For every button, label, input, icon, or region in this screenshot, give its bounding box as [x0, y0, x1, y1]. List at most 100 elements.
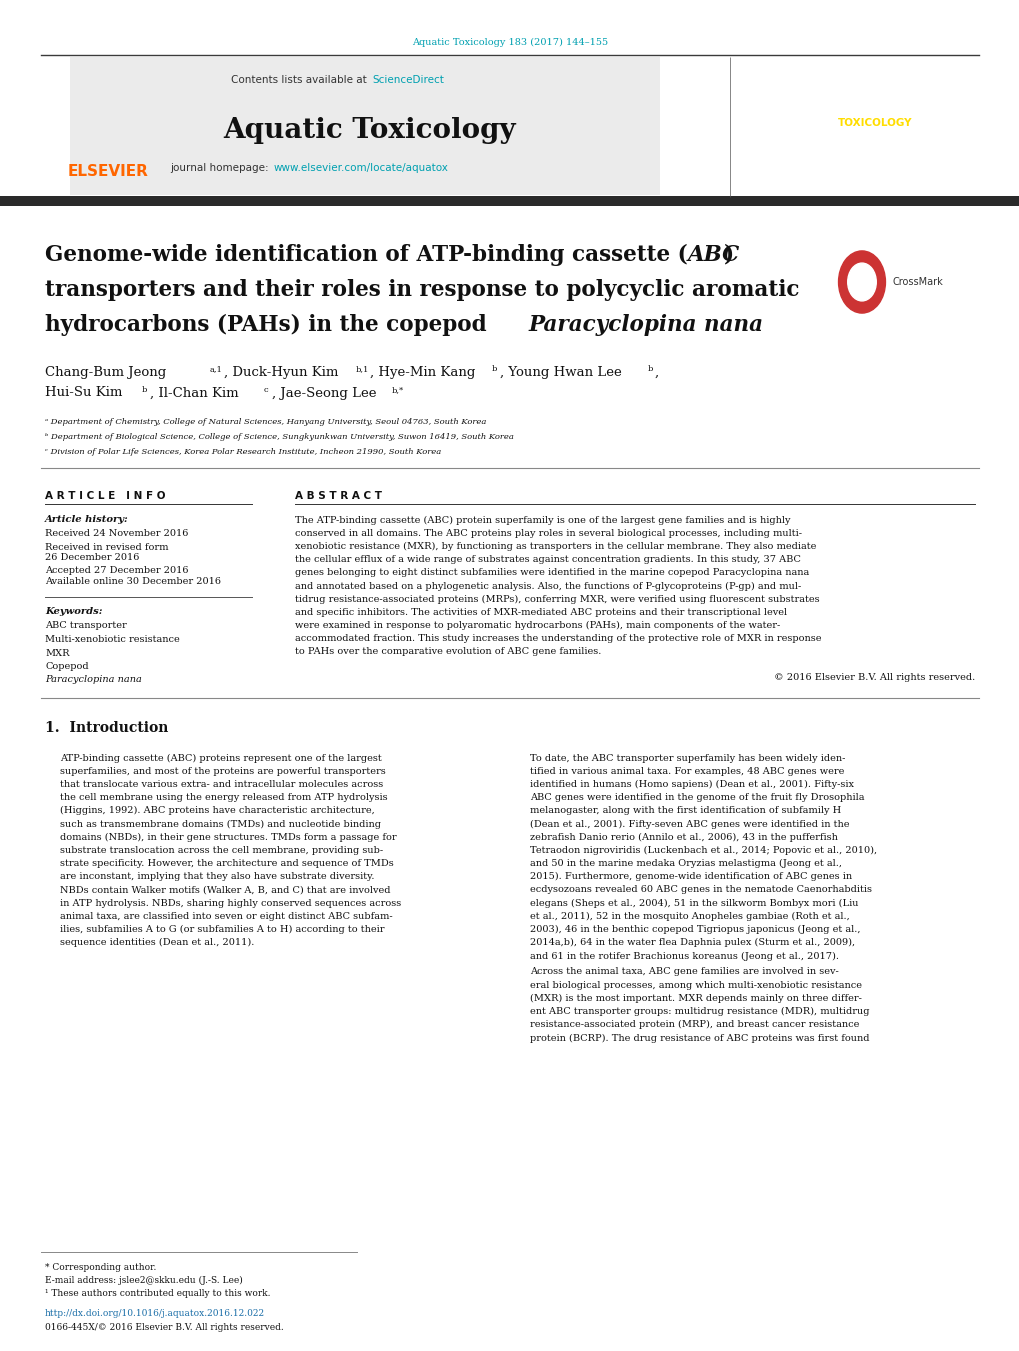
Text: Tetraodon nigroviridis (Luckenbach et al., 2014; Popovic et al., 2010),: Tetraodon nigroviridis (Luckenbach et al… — [530, 846, 876, 855]
Text: Available online 30 December 2016: Available online 30 December 2016 — [45, 577, 221, 586]
Text: a,1: a,1 — [210, 365, 223, 373]
Text: strate specificity. However, the architecture and sequence of TMDs: strate specificity. However, the archite… — [60, 859, 393, 869]
Text: Contents lists available at: Contents lists available at — [230, 76, 370, 85]
Text: Chang-Bum Jeong: Chang-Bum Jeong — [45, 366, 166, 378]
Text: tified in various animal taxa. For examples, 48 ABC genes were: tified in various animal taxa. For examp… — [530, 767, 844, 775]
Text: 2003), 46 in the benthic copepod Tigriopus japonicus (Jeong et al.,: 2003), 46 in the benthic copepod Tigriop… — [530, 925, 860, 934]
Text: , Jae-Seong Lee: , Jae-Seong Lee — [272, 386, 376, 400]
Text: ABC: ABC — [688, 245, 740, 266]
Text: to PAHs over the comparative evolution of ABC gene families.: to PAHs over the comparative evolution o… — [294, 647, 601, 657]
Text: Keywords:: Keywords: — [45, 608, 102, 616]
Text: are inconstant, implying that they also have substrate diversity.: are inconstant, implying that they also … — [60, 873, 374, 881]
Text: et al., 2011), 52 in the mosquito Anopheles gambiae (Roth et al.,: et al., 2011), 52 in the mosquito Anophe… — [530, 912, 849, 921]
Text: melanogaster, along with the first identification of subfamily H: melanogaster, along with the first ident… — [530, 807, 841, 815]
Text: b: b — [647, 365, 653, 373]
Text: eral biological processes, among which multi-xenobiotic resistance: eral biological processes, among which m… — [530, 981, 861, 990]
Text: 26 December 2016: 26 December 2016 — [45, 554, 140, 562]
Text: E-mail address: jslee2@skku.edu (J.-S. Lee): E-mail address: jslee2@skku.edu (J.-S. L… — [45, 1275, 243, 1285]
Text: A B S T R A C T: A B S T R A C T — [294, 490, 382, 501]
Text: Received 24 November 2016: Received 24 November 2016 — [45, 530, 189, 539]
Text: and 61 in the rotifer Brachionus koreanus (Jeong et al., 2017).: and 61 in the rotifer Brachionus koreanu… — [530, 951, 839, 961]
Text: ¹ These authors contributed equally to this work.: ¹ These authors contributed equally to t… — [45, 1289, 270, 1297]
Text: Aquatic Toxicology 183 (2017) 144–155: Aquatic Toxicology 183 (2017) 144–155 — [412, 38, 607, 46]
Text: b,1: b,1 — [356, 365, 369, 373]
Text: ): ) — [723, 245, 734, 266]
Text: Across the animal taxa, ABC gene families are involved in sev-: Across the animal taxa, ABC gene familie… — [530, 967, 838, 977]
Text: animal taxa, are classified into seven or eight distinct ABC subfam-: animal taxa, are classified into seven o… — [60, 912, 392, 921]
Text: and 50 in the marine medaka Oryzias melastigma (Jeong et al.,: and 50 in the marine medaka Oryzias mela… — [530, 859, 841, 869]
Text: * Corresponding author.: * Corresponding author. — [45, 1262, 156, 1271]
Text: A R T I C L E   I N F O: A R T I C L E I N F O — [45, 490, 165, 501]
Text: (MXR) is the most important. MXR depends mainly on three differ-: (MXR) is the most important. MXR depends… — [530, 994, 861, 1002]
Text: 2015). Furthermore, genome-wide identification of ABC genes in: 2015). Furthermore, genome-wide identifi… — [530, 873, 851, 881]
Text: c: c — [264, 386, 268, 394]
Text: zebrafish Danio rerio (Annilo et al., 2006), 43 in the pufferfish: zebrafish Danio rerio (Annilo et al., 20… — [530, 832, 837, 842]
Text: ATP-binding cassette (ABC) proteins represent one of the largest: ATP-binding cassette (ABC) proteins repr… — [60, 754, 381, 762]
Text: MXR: MXR — [45, 648, 69, 658]
Text: (Higgins, 1992). ABC proteins have characteristic architecture,: (Higgins, 1992). ABC proteins have chara… — [60, 807, 374, 816]
Text: Received in revised form: Received in revised form — [45, 543, 168, 551]
Text: 0166-445X/© 2016 Elsevier B.V. All rights reserved.: 0166-445X/© 2016 Elsevier B.V. All right… — [45, 1324, 283, 1332]
Text: , Hye-Min Kang: , Hye-Min Kang — [370, 366, 475, 378]
Text: ᵃ Department of Chemistry, College of Natural Sciences, Hanyang University, Seou: ᵃ Department of Chemistry, College of Na… — [45, 417, 486, 426]
Text: © 2016 Elsevier B.V. All rights reserved.: © 2016 Elsevier B.V. All rights reserved… — [773, 674, 974, 682]
Text: tidrug resistance-associated proteins (MRPs), conferring MXR, were verified usin: tidrug resistance-associated proteins (M… — [294, 594, 819, 604]
Text: that translocate various extra- and intracellular molecules across: that translocate various extra- and intr… — [60, 780, 383, 789]
Text: TOXICOLOGY: TOXICOLOGY — [837, 118, 911, 128]
Text: ilies, subfamilies A to G (or subfamilies A to H) according to their: ilies, subfamilies A to G (or subfamilie… — [60, 925, 384, 934]
Text: ,: , — [654, 366, 658, 378]
Text: and annotated based on a phylogenetic analysis. Also, the functions of P-glycopr: and annotated based on a phylogenetic an… — [294, 581, 801, 590]
Text: 2014a,b), 64 in the water flea Daphnia pulex (Sturm et al., 2009),: 2014a,b), 64 in the water flea Daphnia p… — [530, 938, 854, 947]
Text: Copepod: Copepod — [45, 662, 89, 671]
Text: Aquatic Toxicology: Aquatic Toxicology — [223, 116, 516, 143]
Bar — [0, 196, 1019, 205]
Text: protein (BCRP). The drug resistance of ABC proteins was first found: protein (BCRP). The drug resistance of A… — [530, 1034, 868, 1043]
Text: Genome-wide identification of ATP-binding cassette (: Genome-wide identification of ATP-bindin… — [45, 245, 687, 266]
Text: 1.  Introduction: 1. Introduction — [45, 721, 168, 735]
Text: Article history:: Article history: — [45, 516, 128, 524]
Text: www.elsevier.com/locate/aquatox: www.elsevier.com/locate/aquatox — [274, 163, 448, 173]
Text: such as transmembrane domains (TMDs) and nucleotide binding: such as transmembrane domains (TMDs) and… — [60, 820, 381, 828]
Text: (Dean et al., 2001). Fifty-seven ABC genes were identified in the: (Dean et al., 2001). Fifty-seven ABC gen… — [530, 820, 849, 828]
Text: Paracyclopina nana: Paracyclopina nana — [528, 313, 762, 336]
Text: domains (NBDs), in their gene structures. TMDs form a passage for: domains (NBDs), in their gene structures… — [60, 832, 396, 842]
Text: ABC transporter: ABC transporter — [45, 621, 126, 631]
Text: The ATP-binding cassette (ABC) protein superfamily is one of the largest gene fa: The ATP-binding cassette (ABC) protein s… — [294, 516, 790, 524]
Bar — [70, 57, 659, 195]
Text: identified in humans (Homo sapiens) (Dean et al., 2001). Fifty-six: identified in humans (Homo sapiens) (Dea… — [530, 780, 853, 789]
Text: and specific inhibitors. The activities of MXR-mediated ABC proteins and their t: and specific inhibitors. The activities … — [294, 608, 787, 617]
Text: xenobiotic resistance (MXR), by functioning as transporters in the cellular memb: xenobiotic resistance (MXR), by function… — [294, 542, 815, 551]
Text: Paracyclopina nana: Paracyclopina nana — [45, 676, 142, 685]
Text: b: b — [491, 365, 497, 373]
Text: NBDs contain Walker motifs (Walker A, B, and C) that are involved: NBDs contain Walker motifs (Walker A, B,… — [60, 885, 390, 894]
Text: ᶜ Division of Polar Life Sciences, Korea Polar Research Institute, Incheon 21990: ᶜ Division of Polar Life Sciences, Korea… — [45, 449, 441, 457]
Text: elegans (Sheps et al., 2004), 51 in the silkworm Bombyx mori (Liu: elegans (Sheps et al., 2004), 51 in the … — [530, 898, 858, 908]
Text: accommodated fraction. This study increases the understanding of the protective : accommodated fraction. This study increa… — [294, 635, 820, 643]
Text: transporters and their roles in response to polycyclic aromatic: transporters and their roles in response… — [45, 280, 799, 301]
Text: Hui-Su Kim: Hui-Su Kim — [45, 386, 122, 400]
Text: journal homepage:: journal homepage: — [170, 163, 272, 173]
Text: b: b — [142, 386, 147, 394]
Text: superfamilies, and most of the proteins are powerful transporters: superfamilies, and most of the proteins … — [60, 767, 385, 775]
Circle shape — [847, 263, 875, 301]
Text: To date, the ABC transporter superfamily has been widely iden-: To date, the ABC transporter superfamily… — [530, 754, 845, 762]
Text: the cellular efflux of a wide range of substrates against concentration gradient: the cellular efflux of a wide range of s… — [294, 555, 800, 565]
Text: conserved in all domains. The ABC proteins play roles in several biological proc: conserved in all domains. The ABC protei… — [294, 528, 801, 538]
Text: ScienceDirect: ScienceDirect — [372, 76, 443, 85]
Text: sequence identities (Dean et al., 2011).: sequence identities (Dean et al., 2011). — [60, 938, 254, 947]
Text: were examined in response to polyaromatic hydrocarbons (PAHs), main components o: were examined in response to polyaromati… — [294, 621, 780, 630]
Text: CrossMark: CrossMark — [892, 277, 943, 286]
Text: hydrocarbons (PAHs) in the copepod: hydrocarbons (PAHs) in the copepod — [45, 313, 493, 336]
Text: ELSEVIER: ELSEVIER — [67, 165, 149, 180]
Text: substrate translocation across the cell membrane, providing sub-: substrate translocation across the cell … — [60, 846, 383, 855]
Text: Multi-xenobiotic resistance: Multi-xenobiotic resistance — [45, 635, 179, 644]
Text: , Il-Chan Kim: , Il-Chan Kim — [150, 386, 238, 400]
Text: ᵇ Department of Biological Science, College of Science, Sungkyunkwan University,: ᵇ Department of Biological Science, Coll… — [45, 434, 514, 440]
Text: , Duck-Hyun Kim: , Duck-Hyun Kim — [224, 366, 338, 378]
Text: in ATP hydrolysis. NBDs, sharing highly conserved sequences across: in ATP hydrolysis. NBDs, sharing highly … — [60, 898, 400, 908]
Circle shape — [838, 251, 884, 313]
Text: genes belonging to eight distinct subfamilies were identified in the marine cope: genes belonging to eight distinct subfam… — [294, 569, 808, 577]
Text: ABC genes were identified in the genome of the fruit fly Drosophila: ABC genes were identified in the genome … — [530, 793, 864, 802]
Text: the cell membrane using the energy released from ATP hydrolysis: the cell membrane using the energy relea… — [60, 793, 387, 802]
Text: , Young Hwan Lee: , Young Hwan Lee — [499, 366, 622, 378]
